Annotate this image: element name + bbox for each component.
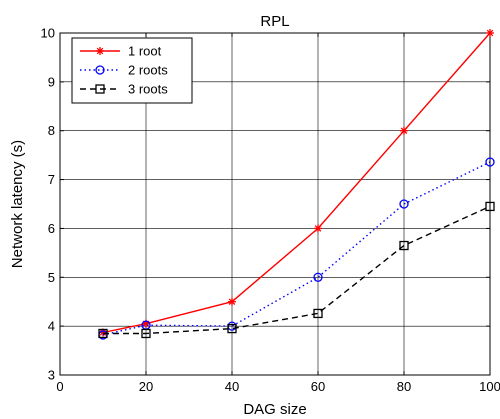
data-point-series-1: [486, 29, 494, 37]
data-point-series-1: [314, 224, 322, 233]
series-group: [98, 29, 495, 340]
x-tick-label: 100: [479, 379, 500, 394]
x-tick-label: 0: [56, 379, 63, 394]
series-line-1: [102, 32, 491, 334]
series-line-3: [103, 205, 491, 335]
y-tick-label: 7: [48, 172, 55, 187]
legend-marker-3: [95, 84, 105, 94]
legend-marker-2: [95, 65, 105, 75]
plot-frame: [59, 32, 491, 376]
x-tick-label: 20: [139, 379, 153, 394]
legend-box: [71, 37, 193, 104]
data-point-series-3: [313, 308, 323, 319]
y-tick-label: 5: [48, 270, 55, 285]
y-tick-label: 8: [48, 123, 55, 138]
legend-label-1: 1 root: [128, 44, 162, 59]
legend-label-2: 2 roots: [128, 63, 168, 78]
data-point-series-3: [227, 323, 237, 334]
y-tick-label: 9: [48, 74, 55, 89]
chart-title: RPL: [260, 13, 289, 30]
x-axis-label: DAG size: [243, 401, 306, 418]
y-tick-label: 10: [41, 26, 55, 41]
data-point-series-3: [399, 240, 409, 251]
legend-marker-1: [96, 47, 104, 55]
x-tick-label: 60: [311, 379, 325, 394]
x-tick-label: 80: [397, 379, 411, 394]
data-point-series-2: [399, 199, 409, 209]
data-point-series-3: [98, 328, 108, 339]
legend: 1 root 2 roots 3 roots: [71, 37, 193, 104]
data-point-series-1: [228, 297, 236, 306]
data-point-series-3: [485, 201, 495, 212]
y-tick-label: 4: [48, 319, 55, 334]
legend-label-3: 3 roots: [128, 82, 168, 97]
series-line-2: [102, 161, 491, 336]
grid-lines: [60, 33, 490, 375]
y-tick-label: 3: [48, 368, 55, 383]
y-tick-label: 6: [48, 221, 55, 236]
axis-ticks: 0 20 40 60 80 100 3 4 5 6 7 8 9 10: [41, 26, 500, 395]
data-point-series-2: [313, 272, 323, 282]
y-axis-label: Network latency (s): [9, 140, 26, 268]
data-point-series-1: [400, 126, 408, 135]
data-point-series-3: [141, 328, 151, 339]
data-point-series-2: [485, 157, 495, 167]
x-tick-label: 40: [225, 379, 239, 394]
